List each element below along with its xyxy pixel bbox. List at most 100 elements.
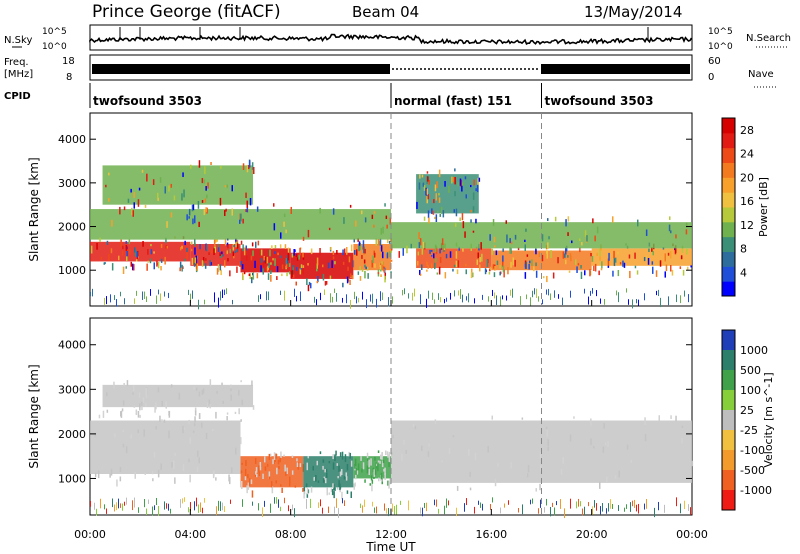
data-speck xyxy=(685,222,688,228)
data-speck xyxy=(142,397,145,403)
noise-speck xyxy=(492,289,493,297)
data-speck xyxy=(510,248,512,254)
data-speck xyxy=(160,244,163,248)
noise-speck xyxy=(554,507,555,516)
data-speck xyxy=(690,265,692,268)
data-speck xyxy=(357,469,360,475)
data-speck xyxy=(213,248,215,255)
noise-speck xyxy=(618,292,619,303)
data-speck xyxy=(157,262,160,269)
data-speck xyxy=(586,235,588,242)
data-speck xyxy=(103,262,105,265)
data-speck xyxy=(214,244,216,251)
data-speck xyxy=(281,273,283,277)
noise-speck xyxy=(562,297,563,306)
data-speck xyxy=(329,275,332,279)
power-cbar-tick: 12 xyxy=(740,219,754,232)
data-speck xyxy=(189,437,191,445)
data-speck xyxy=(280,232,282,239)
noise-speck xyxy=(462,294,463,303)
power-cbar-tick: 28 xyxy=(740,124,754,137)
noise-speck xyxy=(114,504,115,512)
data-speck xyxy=(226,416,228,421)
data-speck xyxy=(599,481,601,489)
data-speck xyxy=(524,272,527,279)
data-speck xyxy=(524,263,527,269)
data-speck xyxy=(377,450,380,453)
data-speck xyxy=(560,469,563,475)
data-speck xyxy=(306,462,308,471)
data-speck xyxy=(239,262,241,267)
data-speck xyxy=(687,266,689,271)
data-speck xyxy=(445,253,448,259)
data-speck xyxy=(342,282,344,288)
data-speck xyxy=(517,247,520,251)
nave-tick-top: 60 xyxy=(708,56,721,67)
data-speck xyxy=(434,216,436,219)
data-speck xyxy=(295,281,297,286)
data-speck xyxy=(248,478,251,486)
data-speck xyxy=(266,266,269,272)
noise-speck xyxy=(540,499,541,508)
data-speck xyxy=(670,265,672,272)
data-speck xyxy=(435,246,438,255)
data-speck xyxy=(502,261,504,267)
y-tick-label: 1000 xyxy=(58,472,86,485)
data-speck xyxy=(292,270,294,277)
data-speck xyxy=(174,453,176,456)
data-speck xyxy=(488,271,491,275)
data-speck xyxy=(295,266,298,271)
data-speck xyxy=(272,459,274,465)
data-speck xyxy=(307,489,310,494)
data-speck xyxy=(183,427,185,430)
data-speck xyxy=(479,264,481,272)
data-speck xyxy=(245,209,247,212)
data-speck xyxy=(201,178,204,184)
power-cbar-swatch xyxy=(722,192,735,208)
noise-speck xyxy=(520,296,521,305)
noise-speck xyxy=(374,507,375,513)
data-speck xyxy=(316,280,319,284)
data-speck xyxy=(106,240,109,245)
data-speck xyxy=(294,485,297,488)
noise-speck xyxy=(316,299,317,306)
data-speck xyxy=(283,454,285,457)
data-speck xyxy=(248,273,251,276)
data-speck xyxy=(229,270,231,277)
data-speck xyxy=(286,467,288,474)
data-speck xyxy=(202,257,205,262)
data-speck xyxy=(235,238,237,244)
data-speck xyxy=(161,400,163,407)
noise-speck xyxy=(458,290,459,296)
noise-speck xyxy=(550,506,551,517)
noise-speck xyxy=(680,295,681,304)
noise-speck xyxy=(436,499,437,507)
noise-speck xyxy=(382,292,383,300)
noise-speck xyxy=(634,499,635,508)
data-speck xyxy=(421,445,423,451)
data-speck xyxy=(506,234,508,243)
data-speck xyxy=(111,263,114,271)
data-speck xyxy=(194,410,197,416)
data-speck xyxy=(383,468,385,472)
power-cbar-swatch xyxy=(722,236,735,252)
data-speck xyxy=(97,470,100,479)
noise-speck xyxy=(294,288,295,297)
data-speck xyxy=(166,245,168,249)
data-speck xyxy=(231,185,233,192)
velocity-cbar-swatch xyxy=(722,470,735,491)
data-speck xyxy=(377,272,380,275)
data-speck xyxy=(328,227,331,231)
data-speck xyxy=(494,265,496,271)
data-speck xyxy=(168,185,170,192)
data-speck xyxy=(241,399,243,406)
data-speck xyxy=(524,244,526,251)
data-speck xyxy=(547,242,549,249)
noise-speck xyxy=(438,508,439,514)
data-speck xyxy=(454,191,456,197)
data-speck xyxy=(477,252,479,259)
data-speck xyxy=(215,477,217,481)
noise-speck xyxy=(578,498,579,507)
cpid-segment-label: normal (fast) 151 xyxy=(394,94,512,108)
noise-speck xyxy=(612,503,613,509)
